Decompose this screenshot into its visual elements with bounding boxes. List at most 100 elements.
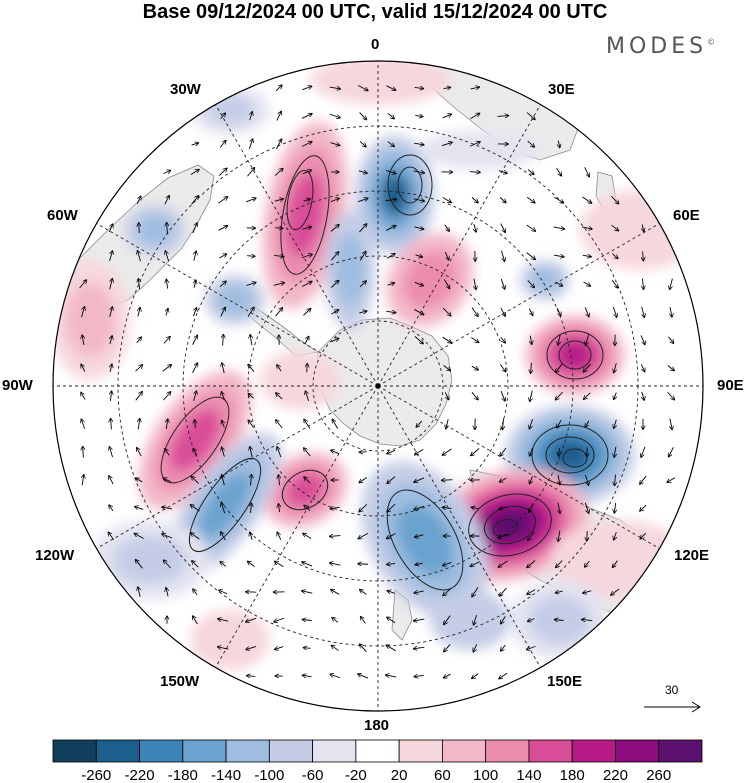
wind-vector bbox=[444, 644, 451, 651]
wind-vector bbox=[670, 278, 673, 290]
wind-vector bbox=[134, 534, 144, 539]
wind-vector bbox=[359, 281, 366, 288]
wind-vector bbox=[359, 140, 366, 146]
wind-vector bbox=[554, 196, 563, 203]
wind-vector bbox=[472, 587, 479, 596]
wind-vector bbox=[640, 504, 647, 511]
wind-vector bbox=[444, 251, 448, 260]
wind-vector bbox=[275, 561, 284, 567]
wind-vector bbox=[110, 307, 113, 318]
wind-vector bbox=[192, 335, 198, 345]
wind-vector bbox=[274, 255, 283, 256]
wind-vector bbox=[359, 503, 368, 511]
wind-vector bbox=[669, 447, 674, 456]
wind-vector bbox=[642, 391, 645, 400]
wind-vector bbox=[500, 307, 505, 316]
anomaly-blob bbox=[113, 535, 187, 585]
wind-vector bbox=[110, 391, 111, 401]
wind-vector bbox=[220, 562, 227, 567]
colorbar-swatch bbox=[52, 739, 97, 763]
wind-vector bbox=[385, 199, 397, 200]
wind-vector bbox=[582, 196, 591, 203]
wind-vector bbox=[246, 646, 257, 649]
wind-vector bbox=[303, 533, 312, 540]
wind-vector bbox=[331, 281, 338, 288]
wind-vector bbox=[219, 254, 227, 259]
wind-vector bbox=[473, 644, 478, 651]
wind-vector bbox=[304, 419, 311, 429]
wind-vector bbox=[331, 252, 338, 261]
lat-lon-grid bbox=[53, 61, 703, 711]
wind-vector bbox=[386, 254, 395, 259]
wind-vector bbox=[614, 446, 616, 457]
wind-vector bbox=[557, 419, 562, 428]
anomaly-blob bbox=[205, 94, 255, 126]
wind-vector bbox=[358, 198, 368, 203]
wind-vector bbox=[386, 85, 395, 90]
colorbar-swatch bbox=[225, 739, 270, 763]
label-120w: 120W bbox=[35, 547, 75, 564]
vector-scale-label: 30 bbox=[665, 683, 679, 697]
wind-vector bbox=[415, 448, 424, 454]
wind-vector bbox=[386, 645, 396, 652]
colorbar-tick-label: -60 bbox=[302, 767, 324, 783]
pole-marker bbox=[375, 383, 381, 389]
label-120e: 120E bbox=[674, 547, 710, 564]
anomaly-blob bbox=[580, 190, 700, 270]
wind-vector bbox=[358, 674, 369, 679]
wind-vector bbox=[414, 281, 423, 285]
wind-vector bbox=[222, 447, 225, 457]
wind-vector bbox=[109, 505, 114, 512]
wind-vector bbox=[558, 530, 560, 542]
anomaly-blob bbox=[420, 130, 540, 170]
wind-vector bbox=[301, 281, 312, 287]
anomaly-blob bbox=[286, 173, 324, 257]
contour-ring bbox=[281, 469, 329, 511]
wind-vector bbox=[165, 449, 170, 456]
wind-vector bbox=[498, 171, 507, 174]
wind-vector bbox=[584, 392, 591, 399]
wind-vector bbox=[302, 591, 313, 593]
wind-vector bbox=[442, 507, 452, 508]
wind-vector bbox=[332, 419, 339, 429]
wind-vector bbox=[499, 672, 508, 678]
wind-vector bbox=[251, 503, 252, 513]
wind-vector bbox=[558, 475, 560, 485]
wind-vector bbox=[331, 590, 340, 595]
wind-vector bbox=[471, 337, 478, 343]
wind-vector bbox=[279, 504, 280, 513]
wind-vector bbox=[386, 226, 395, 231]
wind-vector bbox=[218, 619, 229, 621]
wind-vector bbox=[246, 617, 257, 622]
wind-vector bbox=[218, 226, 228, 231]
wind-vector bbox=[192, 561, 199, 568]
wind-vector bbox=[222, 421, 225, 428]
wind-vector bbox=[502, 418, 503, 430]
wind-vector bbox=[301, 254, 312, 259]
wind-vector bbox=[248, 561, 255, 567]
map-title: Base 09/12/2024 00 UTC, valid 15/12/2024… bbox=[142, 1, 608, 23]
colorbar-swatch bbox=[139, 739, 184, 763]
wind-vector bbox=[275, 228, 282, 229]
wind-vector bbox=[304, 477, 311, 484]
wind-vector bbox=[277, 532, 282, 540]
wind-vector bbox=[276, 393, 283, 400]
wind-vector bbox=[414, 87, 424, 88]
wind-vector bbox=[303, 648, 311, 649]
wind-vector bbox=[529, 503, 534, 513]
wind-vector bbox=[387, 591, 395, 594]
wind-vector bbox=[276, 111, 281, 121]
wind-vector bbox=[640, 364, 644, 371]
wind-vector bbox=[193, 589, 198, 596]
colorbar-tick-label: -140 bbox=[211, 767, 241, 783]
wind-vector bbox=[359, 224, 366, 233]
wind-vector bbox=[222, 363, 224, 374]
wind-vector bbox=[442, 197, 451, 202]
wind-vector bbox=[219, 590, 228, 595]
wind-vector bbox=[330, 225, 339, 232]
wind-vector bbox=[471, 307, 478, 317]
wind-vector bbox=[642, 224, 644, 232]
wind-vector bbox=[500, 587, 507, 596]
wind-vector bbox=[139, 223, 140, 234]
wind-vector bbox=[358, 564, 368, 565]
